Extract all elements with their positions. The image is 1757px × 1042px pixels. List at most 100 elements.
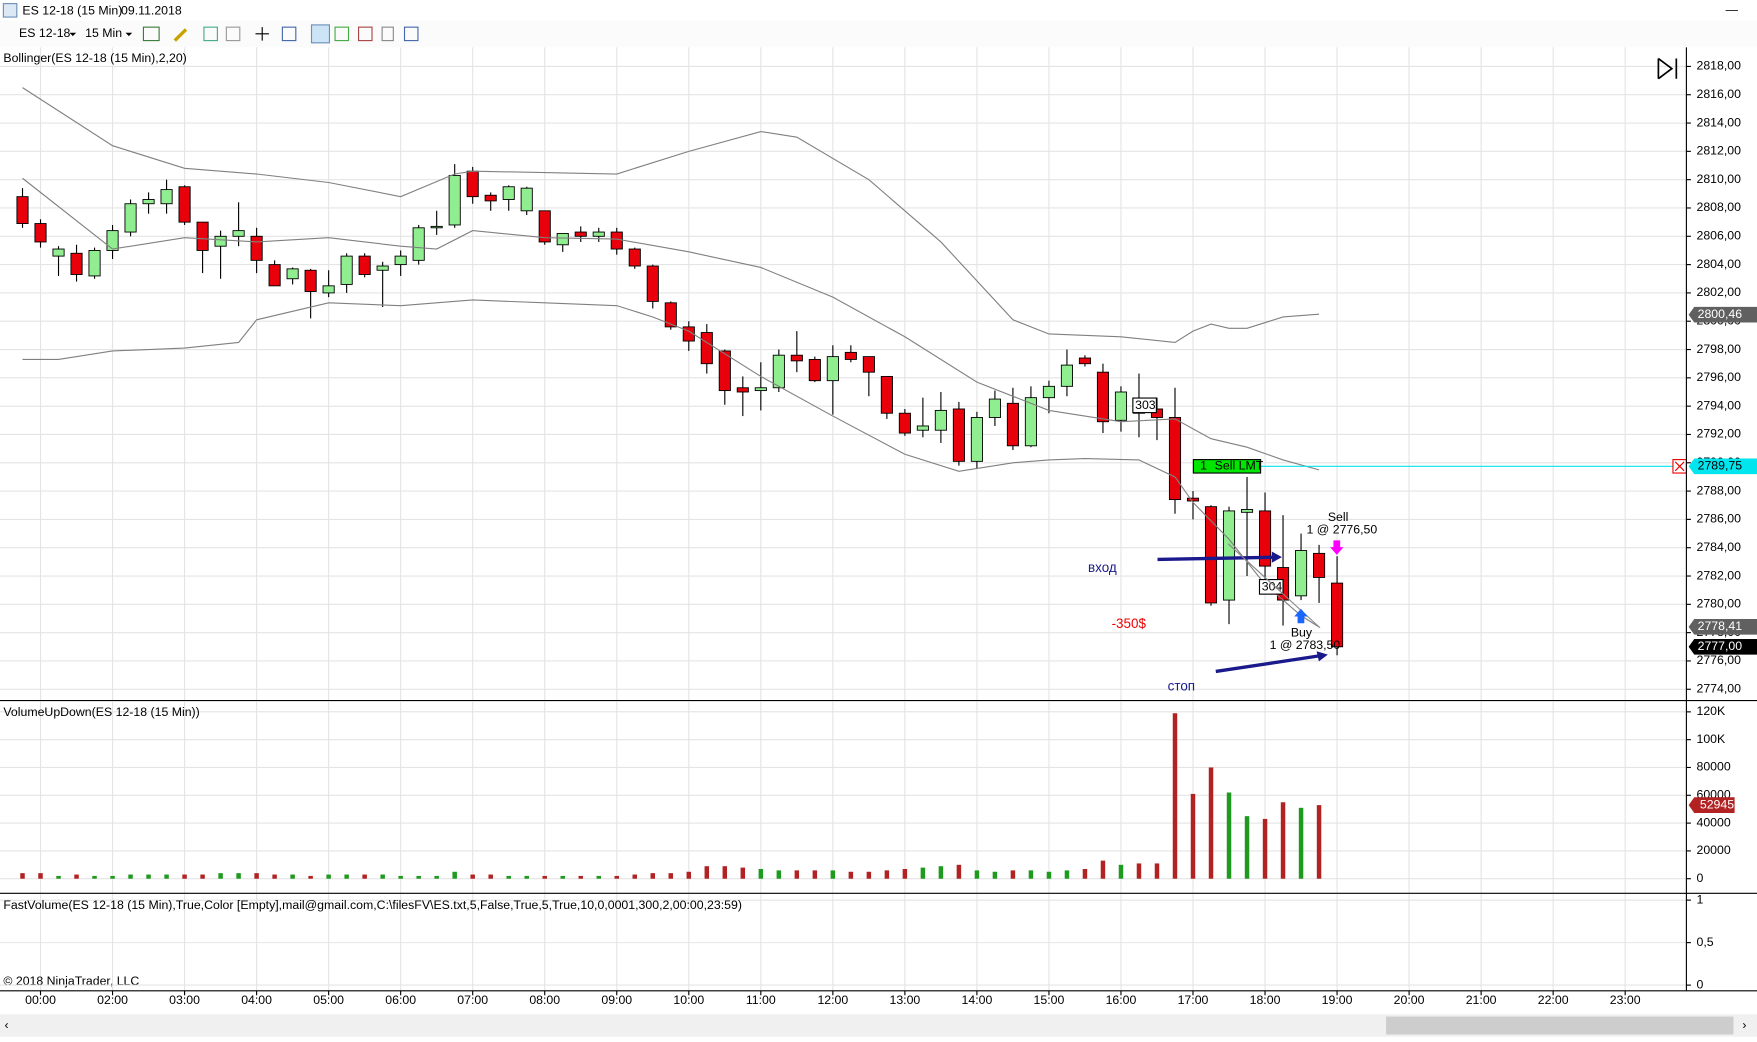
- annotation-loss: -350$: [1112, 616, 1147, 631]
- candle-body: [862, 356, 875, 373]
- candle-body: [70, 252, 83, 275]
- tool-button[interactable]: [225, 26, 241, 42]
- volume-bar: [290, 874, 295, 879]
- candle-body: [286, 268, 299, 280]
- properties-button[interactable]: [310, 24, 330, 44]
- scroll-left[interactable]: ‹: [4, 1018, 8, 1032]
- arrowhead: [1271, 551, 1282, 563]
- volume-bar: [740, 867, 746, 879]
- scroll-right[interactable]: ›: [1742, 1018, 1746, 1032]
- volume-bar: [812, 870, 818, 879]
- y-tick-label: 2774,00: [1696, 682, 1741, 696]
- y-tick-label: 20000: [1696, 843, 1730, 857]
- volume-bar: [1226, 792, 1232, 879]
- price-marker-label: 2789,75: [1698, 459, 1743, 473]
- candle-body: [232, 230, 245, 237]
- y-tick-label: 2812,00: [1696, 144, 1741, 158]
- candle-body: [934, 409, 947, 431]
- y-tick-label: 2780,00: [1696, 597, 1741, 611]
- candle-body: [448, 174, 461, 226]
- order-box: [1192, 459, 1262, 474]
- candle-body: [1168, 417, 1182, 501]
- volume-bar: [956, 864, 962, 879]
- candle-body: [844, 351, 857, 360]
- interval-selector[interactable]: 15 Min: [85, 26, 122, 40]
- price-marker-label: 2777,00: [1698, 639, 1743, 653]
- arrow: [1157, 555, 1278, 562]
- volume-bar: [164, 874, 169, 879]
- x-tick-label: 19:00: [1322, 993, 1353, 1007]
- volume-bar: [614, 875, 619, 879]
- order-label: Sell LMT: [1215, 459, 1264, 473]
- panel-title: VolumeUpDown(ES 12-18 (15 Min)): [3, 705, 199, 719]
- candle-body: [1204, 506, 1218, 604]
- scrollbar[interactable]: [0, 1014, 1757, 1037]
- tool-button[interactable]: [203, 26, 218, 42]
- instrument-selector[interactable]: ES 12-18: [19, 26, 70, 40]
- volume-bar: [524, 875, 529, 879]
- volume-bar: [938, 866, 944, 879]
- candle-body: [1240, 509, 1254, 513]
- y-tick-label: 2804,00: [1696, 257, 1741, 271]
- candle-body: [520, 187, 533, 212]
- strategies-button[interactable]: [358, 26, 373, 42]
- y-tick-label: 2814,00: [1696, 115, 1741, 129]
- trade-label: 304: [1262, 580, 1283, 594]
- candle-body: [268, 264, 281, 287]
- y-tick-label: 2792,00: [1696, 427, 1741, 441]
- bar-type-button[interactable]: [142, 26, 160, 42]
- candle-body: [970, 417, 983, 462]
- bollinger-band: [22, 177, 1320, 471]
- volume-bar: [74, 874, 79, 879]
- draw-tool-button[interactable]: [173, 28, 188, 42]
- candle-body: [700, 332, 713, 365]
- y-tick-label: 2786,00: [1696, 512, 1741, 526]
- price-marker: [1688, 458, 1757, 475]
- candle-body: [1096, 371, 1110, 423]
- execution-sell-detail: 1 @ 2776,50: [1307, 523, 1378, 537]
- x-tick-label: 09:00: [601, 993, 632, 1007]
- volume-bar: [884, 870, 890, 879]
- dropdown-icon: [125, 32, 133, 37]
- x-tick-label: 17:00: [1178, 993, 1209, 1007]
- volume-bar: [254, 873, 259, 879]
- crosshair-button[interactable]: [255, 27, 269, 41]
- volume-bar: [452, 871, 457, 879]
- x-tick-label: 23:00: [1610, 993, 1641, 1007]
- volume-bar: [416, 875, 421, 879]
- y-tick-label: 120K: [1696, 704, 1726, 718]
- indicators-button[interactable]: [334, 26, 350, 42]
- volume-bar: [722, 866, 728, 879]
- volume-bar: [326, 874, 331, 879]
- y-tick-label: 0,5: [1696, 935, 1713, 949]
- volume-bar: [1208, 767, 1214, 879]
- candle-body: [1258, 510, 1272, 567]
- scroll-end-button[interactable]: [1657, 57, 1678, 80]
- candle-body: [808, 358, 821, 382]
- y-tick-label: 2796,00: [1696, 370, 1741, 384]
- volume-bar: [848, 871, 854, 879]
- candle-body: [466, 170, 479, 198]
- scrollbar-thumb[interactable]: [1386, 1016, 1734, 1035]
- tool-button[interactable]: [403, 26, 419, 42]
- minimize-button[interactable]: —: [1726, 3, 1739, 17]
- candle-body: [160, 189, 173, 205]
- volume-bar: [1154, 863, 1160, 879]
- tool-button[interactable]: [381, 26, 394, 42]
- candle-body: [1114, 391, 1128, 421]
- volume-bar: [1010, 870, 1016, 879]
- x-tick-label: 15:00: [1034, 993, 1065, 1007]
- volume-bar: [686, 871, 692, 879]
- candle-body: [430, 225, 443, 229]
- volume-bar: [200, 874, 205, 879]
- y-tick-label: 2806,00: [1696, 229, 1741, 243]
- volume-bar: [560, 875, 565, 879]
- bollinger-band: [22, 87, 1320, 344]
- candle-body: [628, 248, 641, 267]
- x-tick-label: 13:00: [889, 993, 920, 1007]
- candle-body: [1042, 385, 1055, 399]
- candle-body: [52, 248, 65, 257]
- zoom-button[interactable]: [281, 26, 297, 42]
- y-tick-label: 0: [1696, 977, 1703, 991]
